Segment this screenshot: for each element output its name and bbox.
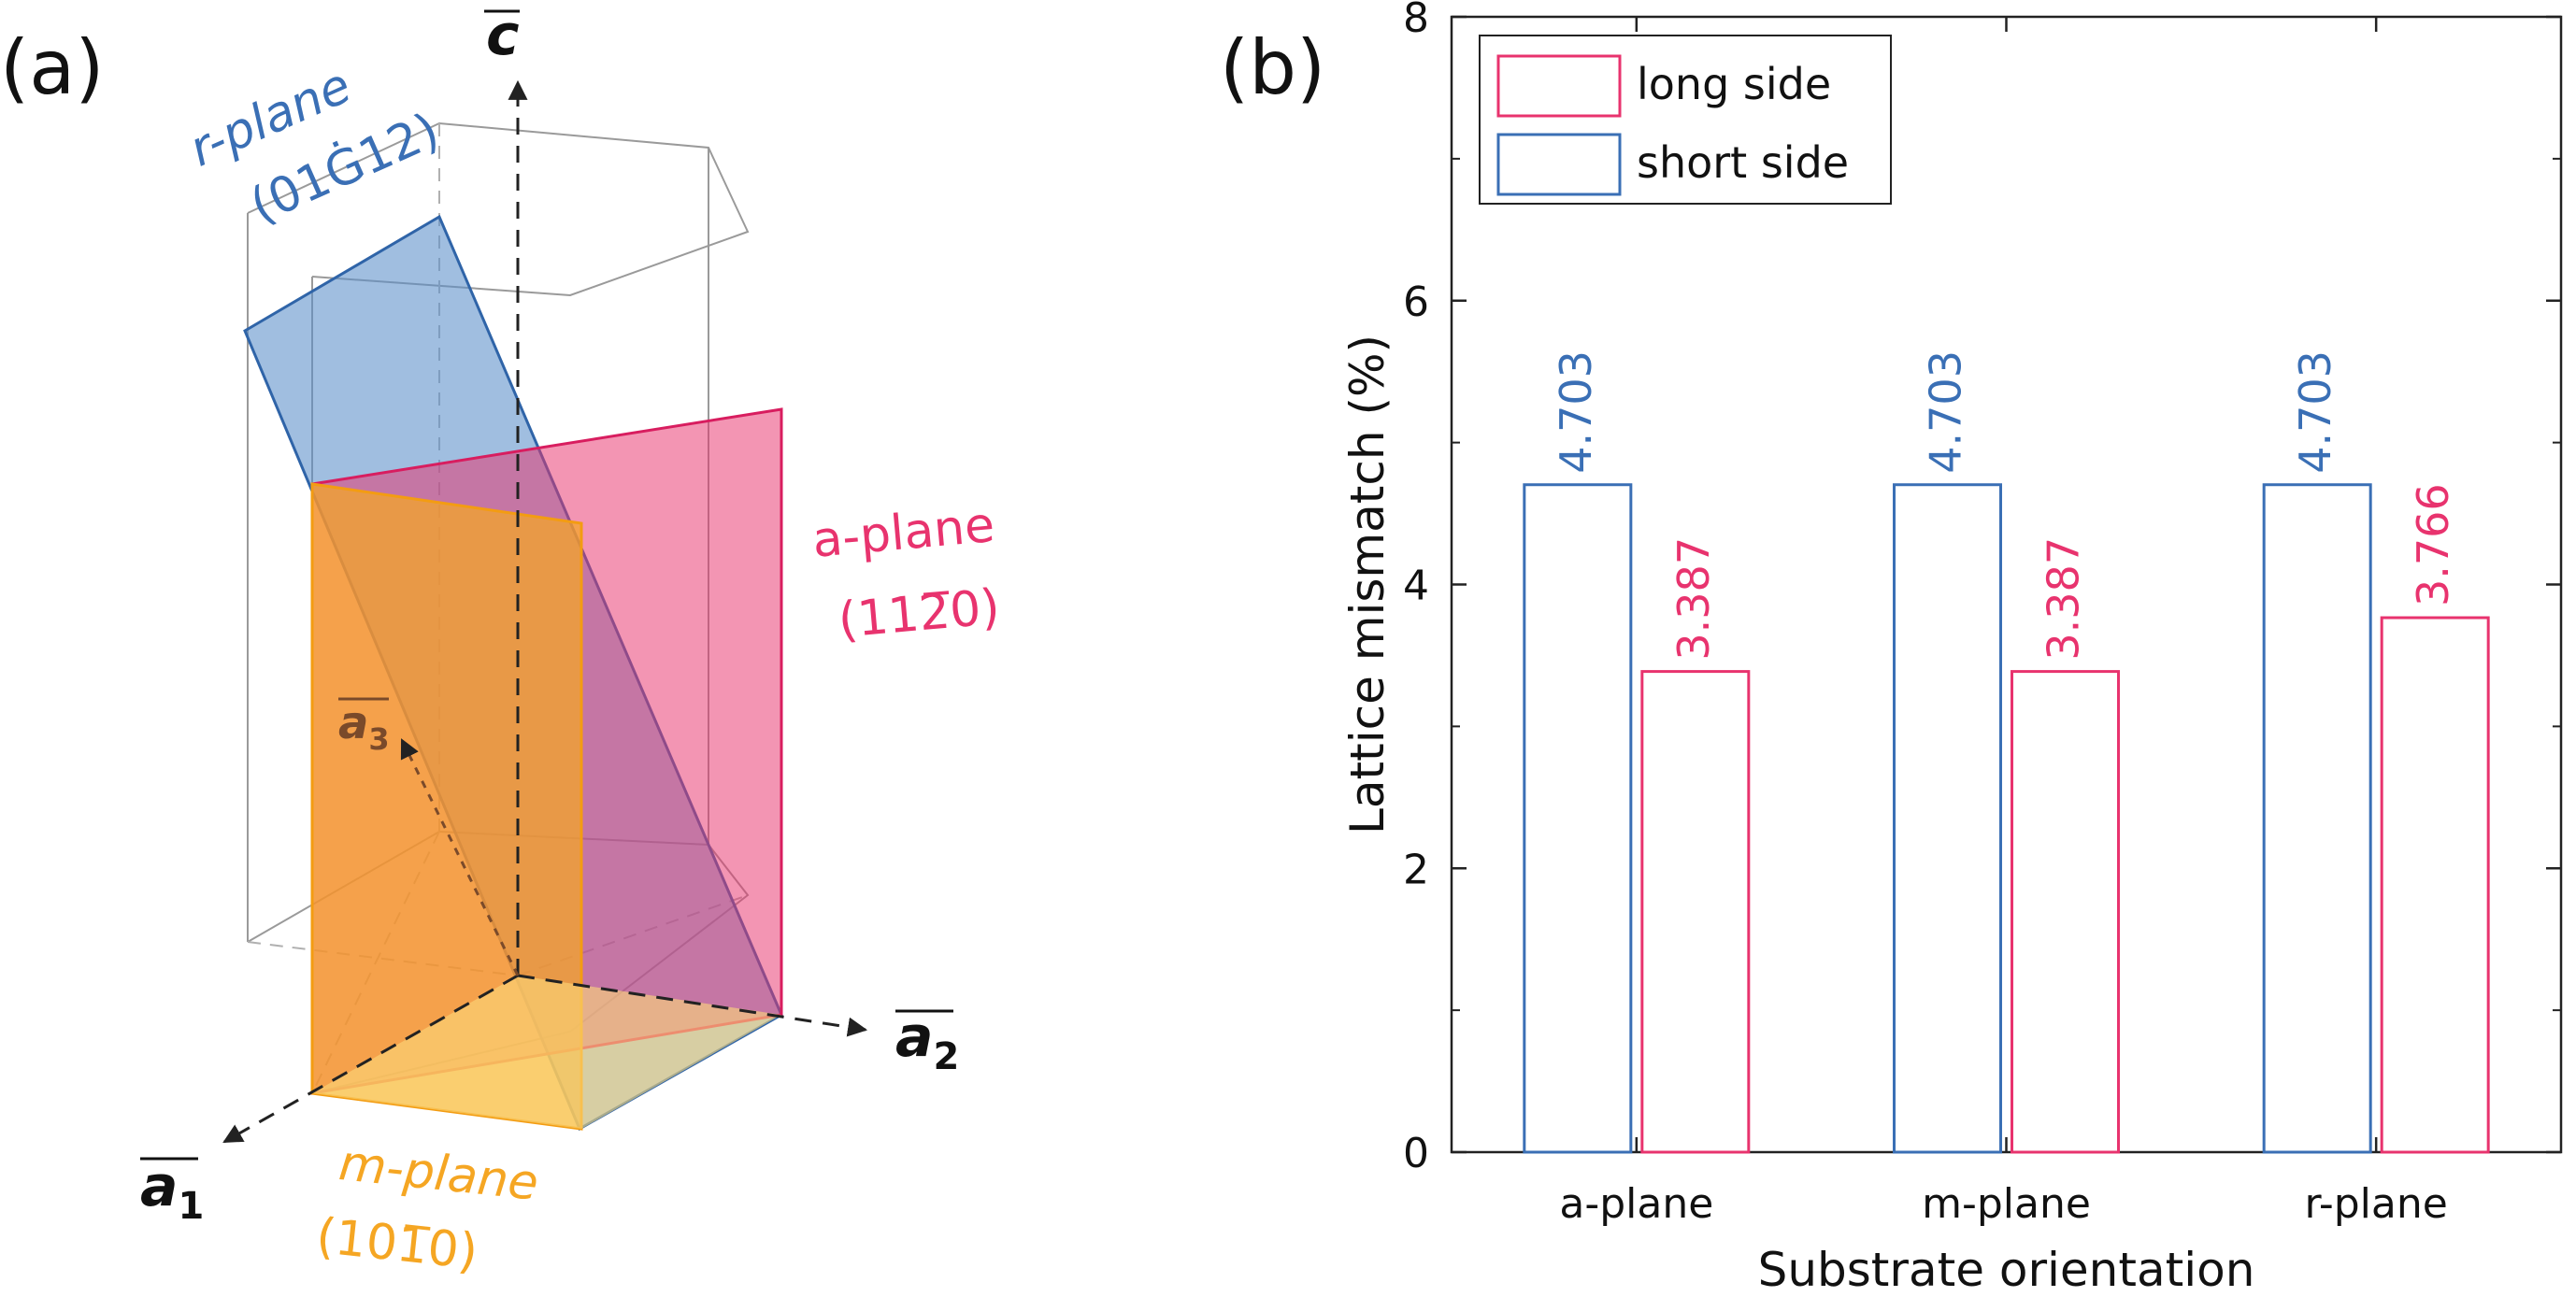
x-tick-label: a-plane: [1559, 1180, 1713, 1228]
a1-axis-label: a1: [140, 1154, 204, 1228]
y-tick-label: 0: [1403, 1130, 1429, 1177]
bar-chart: 0 2 4 6 8 Substrate orientation Lattice mismat…: [1340, 0, 2563, 1297]
x-tick-label: m-plane: [1922, 1180, 2091, 1228]
y-tick-label: 4: [1403, 563, 1429, 610]
panel-b-label: (b): [1220, 24, 1325, 111]
legend-swatch: [1496, 133, 1622, 196]
bar-short-side: [1893, 483, 2002, 1154]
legend-swatch: [1496, 54, 1622, 118]
y-tick-label: 2: [1403, 846, 1429, 893]
y-axis-title: Lattice mismatch (%): [1340, 335, 1395, 834]
panel-a-label: (a): [0, 24, 104, 111]
bar-long-side: [1640, 670, 1751, 1154]
a2-axis-label: a2: [895, 1005, 959, 1078]
crystal-axes: [222, 79, 868, 1144]
bar-short-side: [2262, 483, 2372, 1154]
legend-label: long side: [1637, 59, 1831, 109]
x-axis-title: Substrate orientation: [1758, 1243, 2255, 1297]
basal-face: [312, 976, 781, 1129]
a2-axis: [517, 974, 868, 1037]
legend-label: short side: [1637, 137, 1849, 188]
y-tick-label: 6: [1403, 278, 1429, 326]
panel-b: (b) 0 2 4 6 8 Substrate orientation Lattice mi…: [1220, 0, 2563, 1297]
axis-labels: c a2 a1 a3: [140, 3, 959, 1228]
a-plane-index: (112̅0): [837, 579, 1002, 649]
r-plane-label: r-plane (01Ġ12): [181, 58, 448, 235]
panel-a: (a) c: [0, 3, 1002, 1281]
bar-value-label: 4.703: [2290, 350, 2340, 474]
bar-long-side: [2011, 670, 2120, 1154]
bar-value-label: 4.703: [1921, 350, 1971, 474]
c-axis-label: c: [486, 3, 520, 68]
bar-value-label: 3.766: [2408, 483, 2458, 606]
a3-axis-label: a3: [338, 697, 390, 757]
bar-short-side: [1523, 483, 1633, 1154]
bar-value-label: 3.387: [2039, 537, 2089, 661]
x-tick-label: r-plane: [2305, 1180, 2448, 1228]
m-plane-label: m-plane (101̅0): [314, 1135, 541, 1281]
a-plane-label: a-plane (112̅0): [810, 497, 1002, 649]
a-plane-name: a-plane: [810, 497, 996, 569]
y-tick-label: 8: [1403, 0, 1429, 42]
bar-value-label: 3.387: [1668, 537, 1719, 661]
m-plane-index: (101̅0): [314, 1208, 480, 1281]
legend-box: [1479, 35, 1892, 205]
bar-long-side: [2380, 616, 2490, 1154]
bar-value-label: 4.703: [1551, 350, 1601, 474]
a1-axis: [222, 974, 519, 1144]
m-plane-name: m-plane: [336, 1135, 541, 1212]
